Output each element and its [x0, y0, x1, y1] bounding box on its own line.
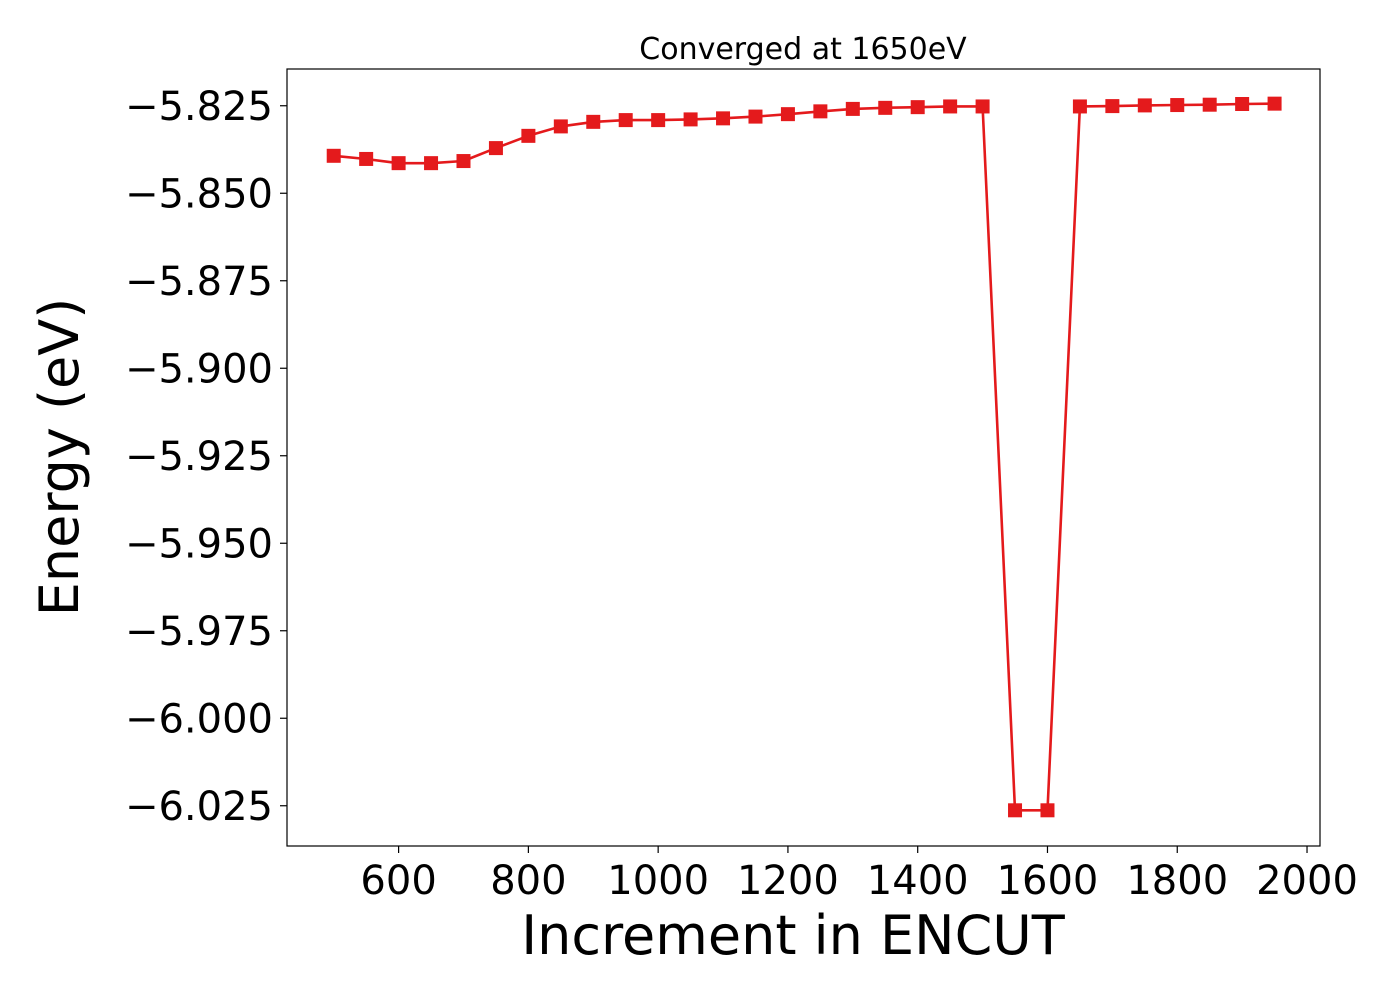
- data-point: [1105, 99, 1120, 114]
- y-axis-title: Energy (eV): [28, 298, 91, 617]
- data-point: [456, 154, 471, 169]
- data-point: [748, 109, 763, 124]
- data-point: [521, 128, 536, 143]
- chart-title: Converged at 1650eV: [639, 32, 967, 67]
- data-point: [326, 148, 341, 163]
- y-tick-label: −6.000: [125, 696, 273, 742]
- x-tick-label: 1800: [1126, 858, 1228, 904]
- x-axis: 600 800 1000 1200 1400 1600 1800 2000: [360, 846, 1358, 904]
- x-tick-label: 1600: [997, 858, 1099, 904]
- data-point: [910, 100, 925, 115]
- x-tick-label: 1000: [607, 858, 709, 904]
- data-point: [1072, 99, 1087, 114]
- x-tick-label: 1200: [737, 858, 839, 904]
- x-axis-title: Increment in ENCUT: [521, 904, 1066, 967]
- y-tick-label: −5.850: [125, 171, 273, 217]
- data-point: [1235, 97, 1250, 111]
- y-tick-label: −5.925: [125, 434, 273, 480]
- data-point: [943, 99, 958, 114]
- data-point: [1040, 803, 1055, 818]
- y-tick-label: −5.900: [125, 346, 273, 392]
- y-tick-label: −5.975: [125, 609, 273, 655]
- data-point: [586, 114, 601, 129]
- data-point: [975, 99, 990, 114]
- data-point: [488, 141, 503, 156]
- data-point: [1170, 98, 1185, 113]
- y-axis: −5.825 −5.850 −5.875 −5.900 −5.925 −5.950 −5.9…: [125, 84, 287, 830]
- data-point: [618, 113, 633, 128]
- data-point: [878, 100, 893, 115]
- data-point: [683, 112, 698, 127]
- x-tick-label: 1400: [867, 858, 969, 904]
- data-point: [813, 104, 828, 119]
- series-layer: [326, 96, 1282, 818]
- y-tick-label: −5.875: [125, 259, 273, 305]
- data-point: [553, 119, 568, 134]
- series-line: [333, 102, 1275, 812]
- y-tick-label: −5.825: [125, 84, 273, 130]
- y-tick-label: −6.025: [125, 784, 273, 830]
- data-point: [424, 156, 439, 171]
- data-point: [359, 151, 374, 166]
- data-point: [1008, 803, 1023, 818]
- plot-area-frame: [286, 68, 1321, 847]
- data-point: [1202, 97, 1217, 112]
- x-tick-label: 2000: [1256, 858, 1358, 904]
- data-point: [391, 156, 406, 171]
- data-point: [716, 111, 731, 126]
- data-point: [651, 113, 666, 128]
- data-point: [845, 101, 860, 116]
- x-tick-label: 800: [490, 858, 566, 904]
- data-point: [780, 107, 795, 122]
- data-point: [1137, 98, 1152, 113]
- x-tick-label: 600: [360, 858, 436, 904]
- y-tick-label: −5.950: [125, 521, 273, 567]
- data-point: [1267, 96, 1282, 111]
